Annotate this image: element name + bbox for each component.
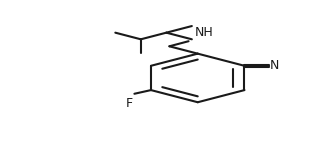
Text: N: N bbox=[270, 59, 280, 72]
Text: NH: NH bbox=[195, 26, 214, 39]
Text: F: F bbox=[126, 97, 133, 110]
